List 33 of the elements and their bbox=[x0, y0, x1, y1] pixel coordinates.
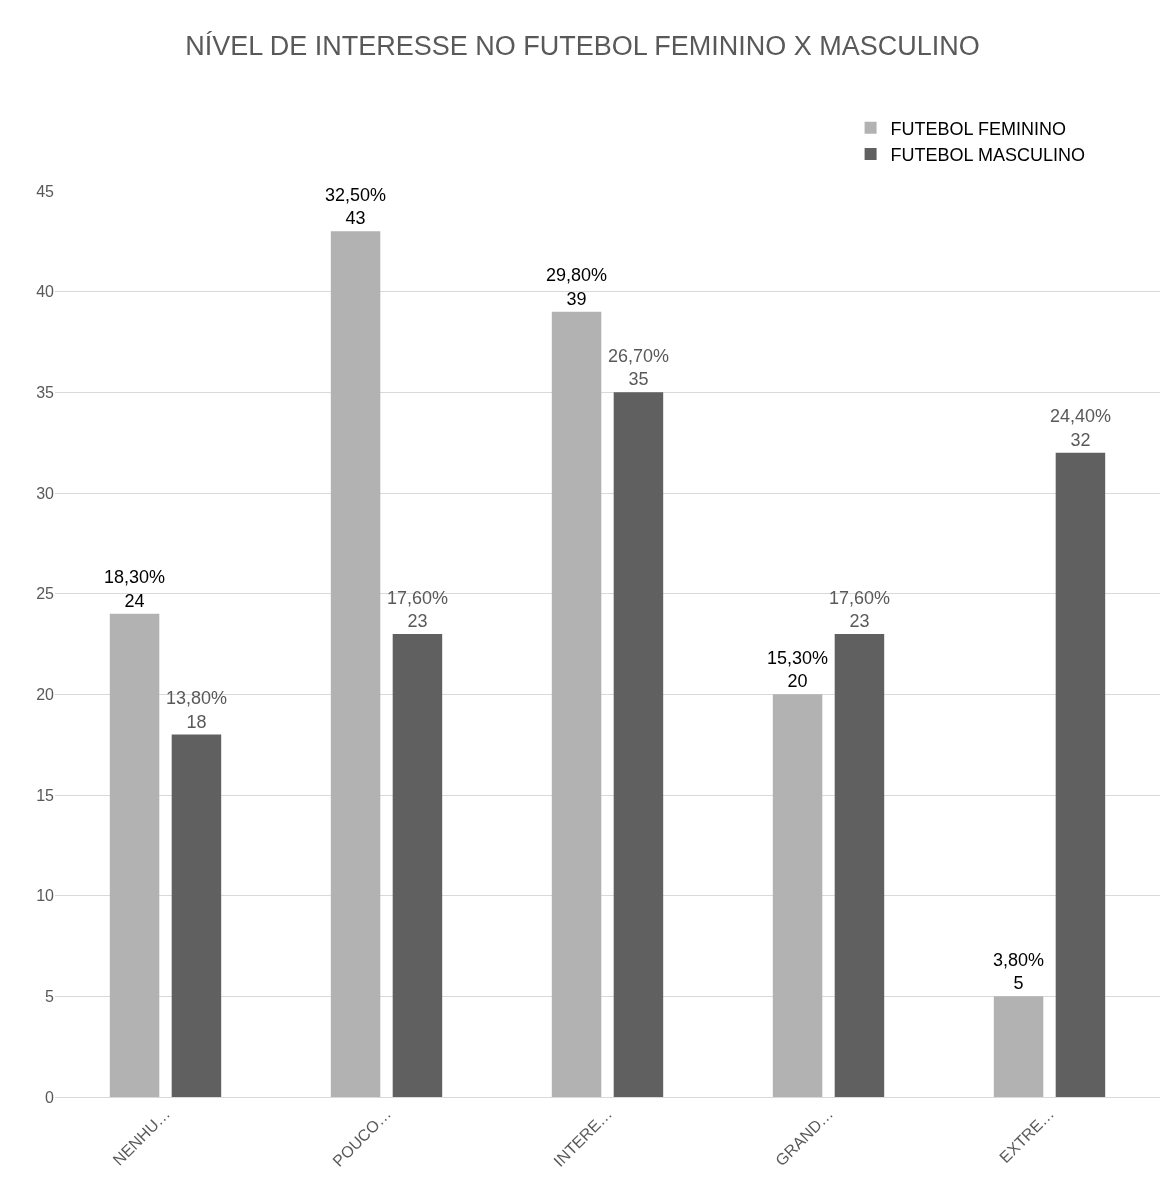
bar bbox=[330, 231, 381, 1097]
bar bbox=[392, 633, 443, 1097]
y-tick-label: 20 bbox=[36, 685, 55, 703]
data-label: 24,40% 32 bbox=[1049, 406, 1111, 450]
y-tick-label: 40 bbox=[36, 283, 55, 301]
data-label: 3,80% 5 bbox=[993, 949, 1045, 994]
bar bbox=[109, 613, 160, 1097]
bar bbox=[993, 996, 1044, 1097]
data-label: 17,60% 23 bbox=[386, 587, 448, 631]
y-tick-label: 15 bbox=[36, 786, 55, 804]
data-label: 17,60% 23 bbox=[828, 587, 890, 631]
y-tick-label: 10 bbox=[36, 887, 55, 905]
legend-label: FUTEBOL MASCULINO bbox=[890, 145, 1085, 166]
data-label: 18,30% 24 bbox=[104, 567, 166, 611]
data-label: 13,80% 18 bbox=[165, 688, 227, 732]
bar bbox=[551, 311, 602, 1097]
y-tick-label: 35 bbox=[36, 383, 55, 401]
legend-label: FUTEBOL FEMININO bbox=[890, 118, 1066, 139]
y-tick-label: 25 bbox=[36, 585, 55, 603]
data-label: 26,70% 35 bbox=[607, 345, 669, 390]
bar bbox=[613, 392, 664, 1097]
bar bbox=[171, 734, 222, 1097]
y-tick-label: 5 bbox=[45, 987, 55, 1005]
data-label: 15,30% 20 bbox=[767, 647, 829, 692]
chart-title: NÍVEL DE INTERESSE NO FUTEBOL FEMININO X MASCULINO bbox=[185, 30, 980, 61]
data-label: 32,50% 43 bbox=[325, 184, 387, 229]
y-tick-label: 0 bbox=[45, 1088, 55, 1106]
y-tick-label: 45 bbox=[36, 182, 55, 200]
bar bbox=[772, 694, 823, 1097]
bar bbox=[1055, 452, 1106, 1097]
y-tick-label: 30 bbox=[36, 484, 55, 502]
data-label: 29,80% 39 bbox=[546, 265, 608, 309]
bar bbox=[834, 633, 885, 1097]
